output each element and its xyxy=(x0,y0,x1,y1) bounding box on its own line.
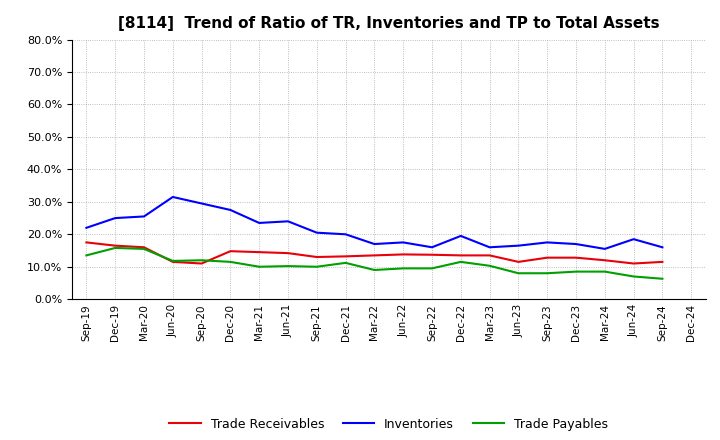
Trade Receivables xyxy=(572,255,580,260)
Trade Payables xyxy=(399,266,408,271)
Line: Trade Receivables: Trade Receivables xyxy=(86,242,662,264)
Legend: Trade Receivables, Inventories, Trade Payables: Trade Receivables, Inventories, Trade Pa… xyxy=(164,413,613,436)
Inventories xyxy=(399,240,408,245)
Trade Payables xyxy=(456,259,465,264)
Trade Payables xyxy=(168,258,177,264)
Title: [8114]  Trend of Ratio of TR, Inventories and TP to Total Assets: [8114] Trend of Ratio of TR, Inventories… xyxy=(118,16,660,32)
Trade Receivables xyxy=(312,254,321,260)
Trade Receivables xyxy=(140,245,148,250)
Inventories xyxy=(658,245,667,250)
Inventories xyxy=(140,214,148,219)
Inventories xyxy=(456,233,465,238)
Trade Receivables xyxy=(543,255,552,260)
Trade Payables xyxy=(572,269,580,274)
Trade Receivables xyxy=(341,254,350,259)
Trade Payables xyxy=(140,246,148,252)
Inventories xyxy=(514,243,523,248)
Inventories xyxy=(428,245,436,250)
Inventories xyxy=(312,230,321,235)
Trade Receivables xyxy=(197,261,206,266)
Trade Receivables xyxy=(226,249,235,254)
Trade Receivables xyxy=(370,253,379,258)
Inventories xyxy=(543,240,552,245)
Trade Payables xyxy=(226,259,235,264)
Trade Receivables xyxy=(428,252,436,257)
Trade Payables xyxy=(658,276,667,282)
Trade Payables xyxy=(312,264,321,269)
Inventories xyxy=(629,237,638,242)
Inventories xyxy=(572,242,580,247)
Trade Payables xyxy=(111,245,120,250)
Trade Payables xyxy=(370,268,379,273)
Trade Payables xyxy=(514,271,523,276)
Trade Receivables xyxy=(399,252,408,257)
Line: Inventories: Inventories xyxy=(86,197,662,249)
Trade Payables xyxy=(255,264,264,269)
Trade Receivables xyxy=(658,259,667,264)
Trade Payables xyxy=(629,274,638,279)
Inventories xyxy=(255,220,264,226)
Trade Payables xyxy=(543,271,552,276)
Trade Receivables xyxy=(629,261,638,266)
Inventories xyxy=(168,194,177,200)
Trade Receivables xyxy=(111,243,120,248)
Trade Receivables xyxy=(168,259,177,264)
Line: Trade Payables: Trade Payables xyxy=(86,248,662,279)
Inventories xyxy=(111,216,120,221)
Trade Payables xyxy=(428,266,436,271)
Trade Receivables xyxy=(82,240,91,245)
Trade Payables xyxy=(341,260,350,265)
Trade Payables xyxy=(600,269,609,274)
Inventories xyxy=(600,246,609,252)
Trade Receivables xyxy=(514,259,523,264)
Trade Receivables xyxy=(485,253,494,258)
Trade Payables xyxy=(284,264,292,269)
Trade Payables xyxy=(197,258,206,263)
Trade Receivables xyxy=(255,249,264,255)
Trade Payables xyxy=(82,253,91,258)
Trade Receivables xyxy=(600,258,609,263)
Inventories xyxy=(370,242,379,247)
Trade Receivables xyxy=(284,250,292,256)
Inventories xyxy=(82,225,91,231)
Trade Payables xyxy=(485,263,494,268)
Trade Receivables xyxy=(456,253,465,258)
Inventories xyxy=(485,245,494,250)
Inventories xyxy=(284,219,292,224)
Inventories xyxy=(226,207,235,213)
Inventories xyxy=(197,201,206,206)
Inventories xyxy=(341,231,350,237)
